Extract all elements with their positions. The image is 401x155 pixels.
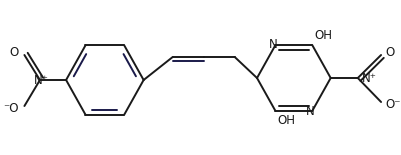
Text: ⁻O: ⁻O (3, 102, 18, 115)
Text: O: O (384, 46, 393, 60)
Text: N: N (268, 38, 277, 51)
Text: N⁺: N⁺ (33, 73, 48, 86)
Text: OH: OH (314, 29, 331, 42)
Text: N: N (305, 105, 314, 118)
Text: O: O (9, 46, 18, 60)
Text: OH: OH (277, 114, 295, 127)
Text: O⁻: O⁻ (384, 97, 399, 111)
Text: N⁺: N⁺ (361, 73, 376, 86)
